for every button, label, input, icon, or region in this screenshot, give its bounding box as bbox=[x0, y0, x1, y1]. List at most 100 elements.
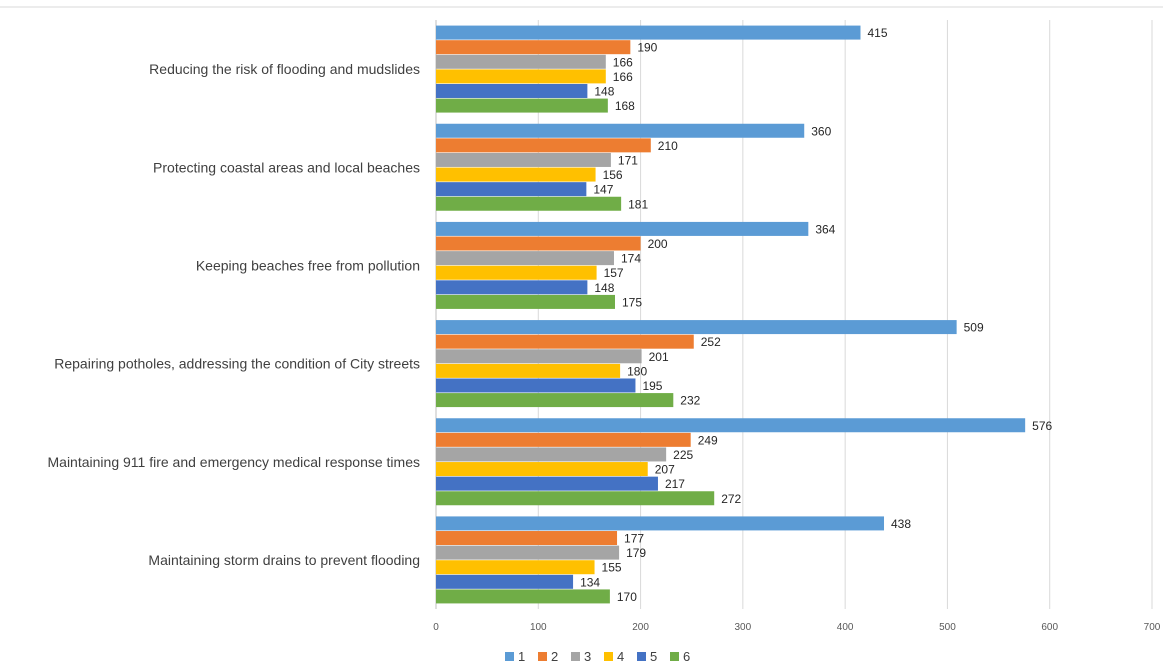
bars bbox=[436, 25, 1026, 604]
x-tick-label: 400 bbox=[837, 622, 854, 633]
x-tick-label: 700 bbox=[1144, 622, 1161, 633]
data-label: 438 bbox=[891, 517, 911, 531]
legend-swatch bbox=[604, 652, 613, 661]
bar-series-1 bbox=[436, 516, 885, 531]
bar-series-3 bbox=[436, 152, 611, 167]
bar-series-2 bbox=[436, 334, 694, 349]
bar-series-4 bbox=[436, 462, 648, 477]
data-label: 201 bbox=[649, 350, 669, 364]
data-label: 157 bbox=[604, 266, 624, 280]
bar-series-5 bbox=[436, 378, 636, 393]
x-tick-label: 500 bbox=[939, 622, 956, 633]
bar-series-6 bbox=[436, 294, 615, 309]
bar-series-2 bbox=[436, 531, 618, 546]
category-label: Keeping beaches free from pollution bbox=[196, 257, 420, 273]
category-label: Maintaining storm drains to prevent floo… bbox=[148, 552, 420, 568]
x-tick-label: 100 bbox=[530, 622, 547, 633]
bar-series-1 bbox=[436, 25, 861, 40]
category-label: Reducing the risk of flooding and mudsli… bbox=[149, 61, 420, 77]
data-label: 200 bbox=[648, 237, 668, 251]
data-label: 252 bbox=[701, 335, 721, 349]
category-labels: Reducing the risk of flooding and mudsli… bbox=[48, 61, 421, 568]
data-label: 360 bbox=[811, 124, 831, 138]
legend-label: 4 bbox=[617, 649, 624, 664]
legend-label: 3 bbox=[584, 649, 591, 664]
bar-series-3 bbox=[436, 447, 667, 462]
bar-series-5 bbox=[436, 280, 588, 295]
bar-series-4 bbox=[436, 265, 597, 280]
data-label: 415 bbox=[867, 26, 887, 40]
data-label: 181 bbox=[628, 197, 648, 211]
data-label: 249 bbox=[698, 433, 718, 447]
data-label: 175 bbox=[622, 295, 642, 309]
data-label: 168 bbox=[615, 99, 635, 113]
bar-series-3 bbox=[436, 545, 620, 560]
bar-series-3 bbox=[436, 349, 642, 364]
data-label: 195 bbox=[642, 379, 662, 393]
data-label: 509 bbox=[964, 321, 984, 335]
legend: 1 2 3 4 5 6 bbox=[505, 649, 690, 664]
bar-series-4 bbox=[436, 69, 606, 84]
data-label: 225 bbox=[673, 448, 693, 462]
bar-series-1 bbox=[436, 221, 809, 236]
bar-series-3 bbox=[436, 54, 606, 69]
data-label: 148 bbox=[594, 84, 614, 98]
bar-series-2 bbox=[436, 432, 691, 447]
data-label: 166 bbox=[613, 70, 633, 84]
legend-swatch bbox=[505, 652, 514, 661]
data-label: 170 bbox=[617, 590, 637, 604]
bar-series-5 bbox=[436, 476, 658, 491]
x-axis-ticks: 0 100 200 300 400 500 600 700 bbox=[433, 622, 1161, 633]
data-label: 148 bbox=[594, 281, 614, 295]
bar-series-5 bbox=[436, 83, 588, 98]
legend-swatch bbox=[571, 652, 580, 661]
bar-series-5 bbox=[436, 574, 574, 589]
data-label: 217 bbox=[665, 477, 685, 491]
legend-label: 1 bbox=[518, 649, 525, 664]
legend-label: 2 bbox=[551, 649, 558, 664]
bar-series-1 bbox=[436, 320, 957, 335]
category-label: Repairing potholes, addressing the condi… bbox=[54, 356, 420, 372]
bar-series-5 bbox=[436, 182, 587, 197]
data-label: 174 bbox=[621, 252, 641, 266]
data-label: 134 bbox=[580, 575, 600, 589]
data-label: 210 bbox=[658, 139, 678, 153]
bar-series-6 bbox=[436, 196, 622, 211]
legend-swatch bbox=[637, 652, 646, 661]
category-label: Maintaining 911 fire and emergency medic… bbox=[48, 454, 421, 470]
category-label: Protecting coastal areas and local beach… bbox=[153, 159, 420, 175]
bar-series-6 bbox=[436, 589, 610, 604]
data-label: 147 bbox=[593, 183, 613, 197]
data-label: 155 bbox=[602, 561, 622, 575]
legend-swatch bbox=[538, 652, 547, 661]
data-label: 156 bbox=[603, 168, 623, 182]
gridlines bbox=[435, 20, 1153, 609]
data-label: 171 bbox=[618, 153, 638, 167]
data-label: 272 bbox=[721, 492, 741, 506]
bar-series-2 bbox=[436, 40, 631, 55]
data-label: 180 bbox=[627, 364, 647, 378]
bar-series-2 bbox=[436, 236, 641, 251]
bar-series-6 bbox=[436, 393, 674, 408]
bar-series-2 bbox=[436, 138, 651, 153]
bar-series-1 bbox=[436, 418, 1026, 433]
x-tick-label: 300 bbox=[735, 622, 752, 633]
data-label: 576 bbox=[1032, 419, 1052, 433]
bar-series-4 bbox=[436, 167, 596, 182]
x-tick-label: 0 bbox=[433, 622, 439, 633]
data-label: 179 bbox=[626, 546, 646, 560]
data-label: 232 bbox=[680, 394, 700, 408]
bar-series-3 bbox=[436, 251, 614, 266]
x-tick-label: 600 bbox=[1041, 622, 1058, 633]
bar-series-6 bbox=[436, 98, 608, 113]
data-label: 364 bbox=[815, 222, 835, 236]
bar-series-4 bbox=[436, 363, 621, 378]
legend-swatch bbox=[670, 652, 679, 661]
legend-label: 6 bbox=[683, 649, 690, 664]
legend-label: 5 bbox=[650, 649, 657, 664]
data-label: 166 bbox=[613, 55, 633, 69]
bar-series-1 bbox=[436, 123, 805, 138]
bar-series-6 bbox=[436, 491, 715, 506]
